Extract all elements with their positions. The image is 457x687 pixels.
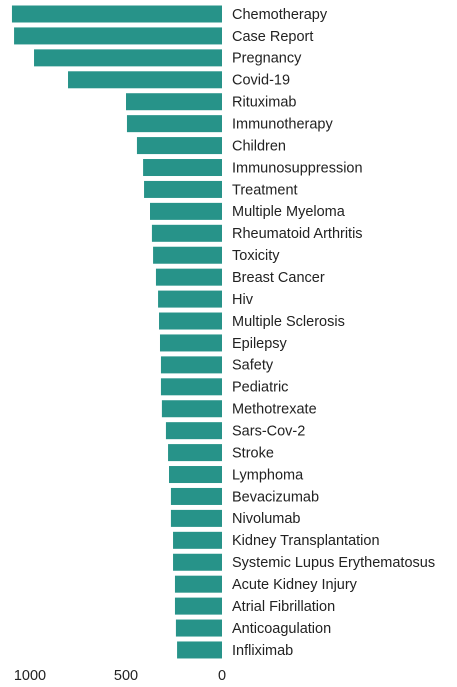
- bar: [143, 159, 222, 177]
- bar: [151, 224, 222, 242]
- bar: [170, 487, 222, 505]
- x-tick-label: 0: [218, 668, 226, 684]
- category-label: Bevacizumab: [232, 489, 319, 505]
- category-label: Systemic Lupus Erythematosus: [232, 555, 435, 571]
- category-label: Safety: [232, 358, 274, 374]
- category-label: Infliximab: [232, 643, 293, 659]
- bar: [144, 180, 222, 198]
- bar: [11, 5, 223, 23]
- category-label: Toxicity: [232, 248, 280, 264]
- x-tick-label: 1000: [14, 668, 46, 684]
- category-label: Breast Cancer: [232, 270, 325, 286]
- category-label: Multiple Sclerosis: [232, 314, 345, 330]
- category-label: Treatment: [232, 182, 298, 198]
- bar: [126, 115, 222, 133]
- bar: [173, 531, 222, 549]
- category-label: Acute Kidney Injury: [232, 577, 358, 593]
- bar: [155, 268, 222, 286]
- category-label: Hiv: [232, 292, 254, 308]
- category-label: Case Report: [232, 29, 313, 45]
- bar: [161, 400, 222, 418]
- category-label: Nivolumab: [232, 511, 301, 527]
- bar: [160, 356, 222, 374]
- category-label: Rituximab: [232, 95, 296, 111]
- bar: [170, 509, 222, 527]
- category-label: Methotrexate: [232, 402, 317, 418]
- category-label: Pregnancy: [232, 51, 302, 67]
- bar: [169, 466, 222, 484]
- category-label: Immunosuppression: [232, 160, 363, 176]
- bar: [159, 334, 222, 352]
- bar: [174, 597, 222, 615]
- bar: [136, 137, 222, 155]
- bar: [177, 641, 222, 659]
- category-label: Pediatric: [232, 380, 288, 396]
- category-label: Children: [232, 138, 286, 154]
- bar: [168, 444, 222, 462]
- category-label: Kidney Transplantation: [232, 533, 380, 549]
- category-label: Multiple Myeloma: [232, 204, 346, 220]
- category-label: Sars-Cov-2: [232, 423, 305, 439]
- category-label: Covid-19: [232, 73, 290, 89]
- category-label: Chemotherapy: [232, 7, 328, 23]
- category-label: Lymphoma: [232, 467, 304, 483]
- bar: [158, 290, 222, 308]
- bar: [34, 49, 223, 67]
- bar: [165, 422, 222, 440]
- bar: [153, 246, 222, 264]
- category-label: Immunotherapy: [232, 116, 333, 132]
- x-tick-label: 500: [114, 668, 138, 684]
- category-label: Anticoagulation: [232, 621, 331, 637]
- category-label: Rheumatoid Arthritis: [232, 226, 363, 242]
- category-label: Atrial Fibrillation: [232, 599, 335, 615]
- bar: [159, 312, 222, 330]
- bar: [150, 202, 222, 220]
- bar: [173, 553, 222, 571]
- bar: [174, 575, 222, 593]
- bar: [175, 619, 222, 637]
- category-label: Epilepsy: [232, 336, 288, 352]
- bar: [126, 93, 222, 111]
- bar: [14, 27, 223, 45]
- category-label: Stroke: [232, 445, 274, 461]
- bar: [160, 378, 222, 396]
- bar: [68, 71, 223, 89]
